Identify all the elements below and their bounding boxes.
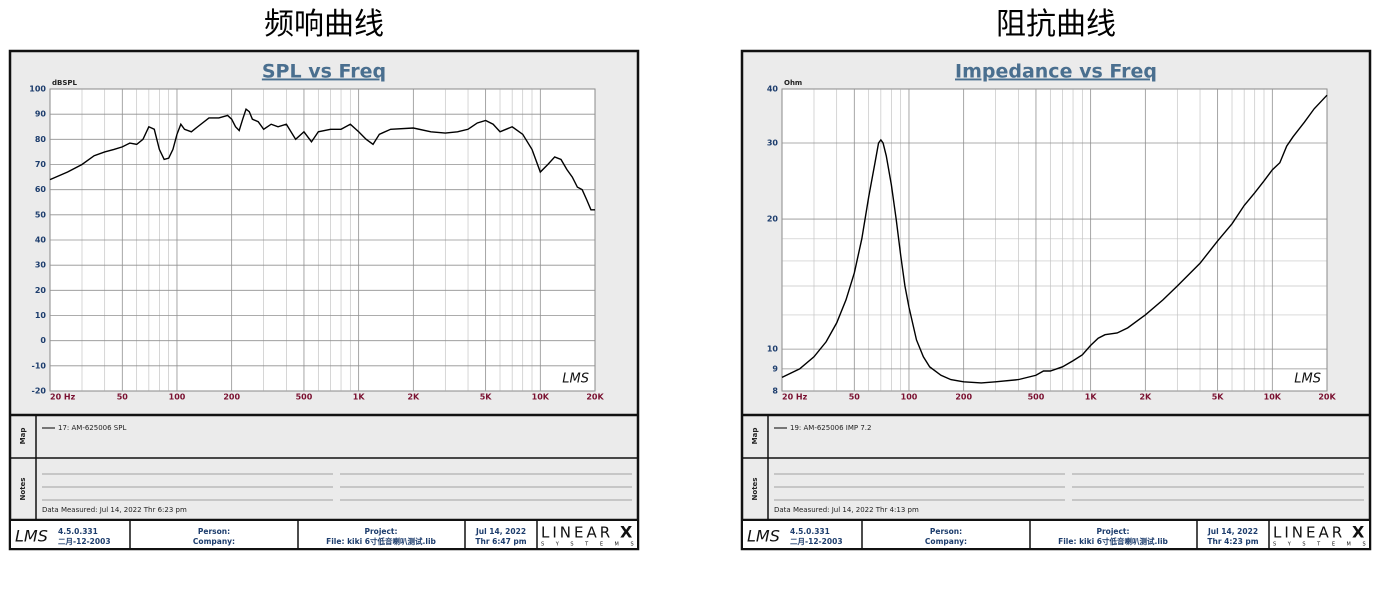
footer-version: 4.5.0.331 [790,527,830,536]
notes-label: Notes [751,478,759,501]
footer-file: File: kiki 6寸低音喇叭测试.lib [326,536,436,546]
x-tick-label: 500 [296,393,313,402]
footer-person: Person: [930,527,962,536]
x-tick-label: 50 [117,393,129,402]
y-tick-label: 10 [767,345,779,354]
x-tick-label: 20 Hz [782,393,808,402]
footer-brand-sub: S Y S T E M S [541,542,639,548]
y-tick-label: -20 [32,387,47,396]
y-tick-label: 40 [767,85,779,94]
footer-time: Thr 4:23 pm [1207,537,1258,546]
y-tick-label: -10 [32,361,47,370]
x-tick-label: 500 [1028,393,1045,402]
footer-version: 4.5.0.331 [58,527,98,536]
x-tick-label: 10K [532,393,550,402]
y-tick-label: 40 [35,236,47,245]
x-tick-label: 20 Hz [50,393,76,402]
panel-heading: 阻抗曲线 [996,7,1116,42]
chart-title: SPL vs Freq [262,61,386,83]
footer-build-date: 二月-12-2003 [790,537,843,546]
panel-heading: 频响曲线 [264,7,384,42]
footer-person: Person: [198,527,230,536]
y-tick-label: 60 [35,185,47,194]
footer-build-date: 二月-12-2003 [58,537,111,546]
y-tick-label: 20 [35,286,47,295]
footer-project: Project: [1096,527,1129,536]
footer-brand-x: X [620,523,633,542]
x-tick-label: 10K [1264,393,1282,402]
footer-company: Company: [193,537,235,546]
footer-brand-sub: S Y S T E M S [1273,542,1371,548]
measured-date: Data Measured: Jul 14, 2022 Thr 6:23 pm [42,506,187,514]
x-tick-label: 1K [1085,393,1098,402]
y-tick-label: 90 [35,110,47,119]
watermark: LMS [1294,372,1321,387]
y-tick-label: 8 [772,387,778,396]
footer-brand: LINEAR [541,524,613,542]
x-tick-label: 2K [407,393,420,402]
x-tick-label: 100 [169,393,186,402]
footer-date: Jul 14, 2022 [475,527,526,536]
data-line [781,94,1328,384]
x-tick-label: 20K [586,393,604,402]
footer-logo: LMS [747,527,780,546]
notes-label: Notes [19,478,27,501]
y-tick-label: 100 [29,85,46,94]
footer-brand-x: X [1352,523,1365,542]
chart-panel: 阻抗曲线 Impedance vs Freq Ohm 20 Hz 50 100 200 500… [740,7,1372,551]
plot-area [781,88,1328,392]
legend-label: 17: AM-625006 SPL [58,424,126,432]
footer-bg [11,521,637,548]
measured-date: Data Measured: Jul 14, 2022 Thr 4:13 pm [774,506,919,514]
footer-file: File: kiki 6寸低音喇叭测试.lib [1058,536,1168,546]
x-tick-label: 200 [955,393,972,402]
y-tick-label: 20 [767,215,779,224]
footer-brand: LINEAR [1273,524,1345,542]
x-tick-label: 50 [849,393,861,402]
footer-time: Thr 6:47 pm [475,537,526,546]
watermark: LMS [562,372,589,387]
y-tick-label: 30 [35,261,47,270]
y-tick-label: 50 [35,210,47,219]
x-tick-label: 100 [901,393,918,402]
y-tick-label: 9 [772,364,778,373]
data-line [49,107,595,211]
legend-label: 19: AM-625006 IMP 7.2 [790,424,871,432]
y-tick-label: 10 [35,311,47,320]
y-tick-label: 70 [35,160,47,169]
y-unit: Ohm [784,79,802,87]
footer-logo: LMS [15,527,48,546]
footer-company: Company: [925,537,967,546]
footer-project: Project: [364,527,397,536]
x-tick-label: 5K [1212,393,1225,402]
chart-title: Impedance vs Freq [955,61,1157,83]
y-tick-label: 80 [35,135,47,144]
footer-date: Jul 14, 2022 [1207,527,1258,536]
y-unit: dBSPL [52,79,78,87]
map-label: Map [19,428,27,445]
map-label: Map [751,428,759,445]
x-tick-label: 200 [223,393,240,402]
x-tick-label: 5K [480,393,493,402]
x-tick-label: 1K [353,393,366,402]
y-tick-label: 30 [767,138,779,147]
footer-bg [743,521,1369,548]
y-tick-label: 0 [40,336,46,345]
x-tick-label: 20K [1318,393,1336,402]
x-tick-label: 2K [1139,393,1152,402]
